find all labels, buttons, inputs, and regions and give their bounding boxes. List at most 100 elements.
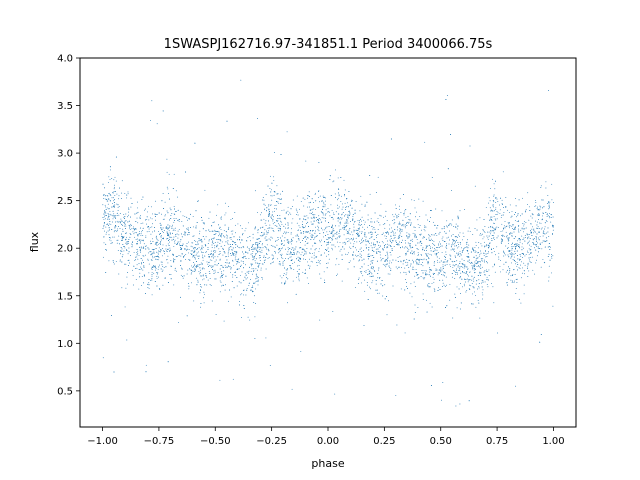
data-point (356, 234, 358, 235)
data-point (414, 275, 416, 277)
data-point (454, 293, 456, 295)
data-point (287, 214, 289, 216)
data-point (430, 275, 432, 277)
data-point (518, 238, 520, 240)
data-point (461, 263, 463, 265)
data-point (341, 203, 343, 205)
data-point (222, 284, 224, 286)
data-point (181, 236, 183, 238)
data-point (208, 271, 210, 272)
data-point (145, 245, 147, 247)
data-point (397, 243, 399, 245)
data-point (327, 247, 329, 249)
data-point (305, 253, 307, 255)
data-point (111, 202, 113, 204)
data-point (466, 244, 468, 246)
data-point (232, 259, 234, 261)
data-point (491, 219, 492, 221)
data-point (329, 179, 331, 181)
data-point (248, 249, 250, 251)
data-point (480, 233, 482, 235)
data-point (511, 247, 513, 249)
data-point (119, 222, 121, 224)
data-point (154, 269, 156, 271)
data-point (253, 244, 254, 246)
data-point (130, 216, 131, 218)
data-point (494, 228, 496, 230)
data-point (410, 222, 412, 224)
data-point (153, 266, 155, 268)
data-point (234, 257, 236, 259)
data-point (510, 256, 512, 258)
data-point (314, 192, 316, 194)
data-point (549, 217, 551, 219)
data-point (180, 260, 182, 262)
data-point (394, 235, 396, 237)
data-point (454, 245, 456, 247)
data-point (538, 227, 540, 229)
data-point (509, 268, 511, 270)
data-point (376, 236, 377, 238)
data-point (197, 200, 199, 202)
data-point (111, 221, 113, 223)
data-point (345, 214, 347, 216)
data-point (457, 272, 458, 274)
data-point (267, 228, 269, 230)
data-point (435, 208, 437, 210)
data-point (476, 262, 478, 264)
data-point (126, 250, 128, 251)
data-point (483, 254, 485, 256)
data-point (540, 266, 542, 268)
data-point (129, 224, 131, 226)
data-point (151, 226, 153, 228)
data-point (407, 216, 409, 218)
data-point (405, 254, 407, 256)
data-point (369, 286, 371, 288)
data-point (118, 235, 120, 237)
data-point (127, 264, 129, 266)
data-point (337, 188, 339, 190)
data-point (353, 223, 355, 225)
data-point (108, 227, 110, 229)
data-point (193, 247, 195, 249)
data-point (255, 273, 257, 275)
data-point (137, 250, 139, 252)
data-point (267, 257, 269, 259)
data-point (427, 261, 429, 262)
data-point (221, 236, 222, 238)
data-point (259, 248, 261, 250)
data-point (454, 270, 456, 272)
data-point (175, 256, 177, 258)
data-point (520, 229, 522, 231)
data-point (300, 232, 302, 234)
data-point (191, 250, 193, 252)
data-point (363, 258, 365, 260)
data-point (471, 283, 473, 285)
data-point (514, 243, 516, 245)
data-point (290, 252, 291, 254)
data-point (125, 287, 127, 289)
data-point (446, 261, 448, 263)
data-point (265, 239, 267, 241)
data-point (302, 197, 304, 199)
data-point (186, 228, 188, 230)
data-point (434, 249, 436, 251)
data-point (331, 209, 333, 211)
data-point (353, 258, 355, 260)
data-point (257, 246, 259, 248)
data-point (123, 216, 125, 218)
data-point (302, 249, 304, 251)
data-point (285, 212, 287, 214)
data-point (404, 225, 406, 227)
data-point (417, 242, 419, 244)
data-point (514, 250, 516, 252)
data-point (396, 324, 398, 326)
data-point (312, 202, 314, 203)
data-point (235, 242, 237, 243)
data-point (508, 221, 510, 223)
data-point (168, 239, 170, 241)
data-point (219, 379, 221, 381)
data-point (371, 266, 373, 268)
data-point (445, 232, 447, 234)
data-point (459, 242, 461, 244)
